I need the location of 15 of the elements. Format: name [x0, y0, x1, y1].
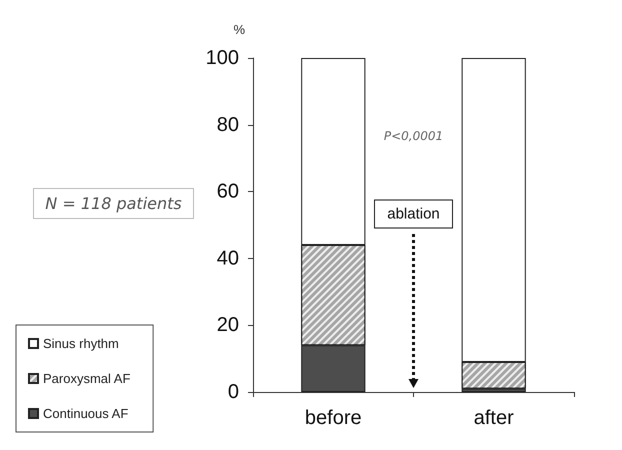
annotation: P<0,0001	[384, 129, 444, 143]
y-tick-label: 60	[216, 180, 239, 203]
x-tick-label: after	[474, 407, 514, 429]
annotation: ablation	[387, 206, 440, 222]
y-tick-label: 0	[228, 381, 239, 403]
x-tick-label: before	[304, 407, 362, 429]
legend-label: Sinus rhythm	[43, 336, 119, 351]
legend-label: Paroxysmal AF	[43, 371, 130, 386]
y-tick-label: 40	[216, 247, 239, 270]
text: N = 118 patients	[45, 194, 182, 213]
y-tick-label: 20	[216, 314, 239, 336]
y-tick-label: 80	[216, 114, 239, 136]
y-tick-label: 100	[206, 47, 239, 69]
legend-label: Continuous AF	[43, 406, 128, 421]
y-axis-title: %	[233, 22, 246, 37]
